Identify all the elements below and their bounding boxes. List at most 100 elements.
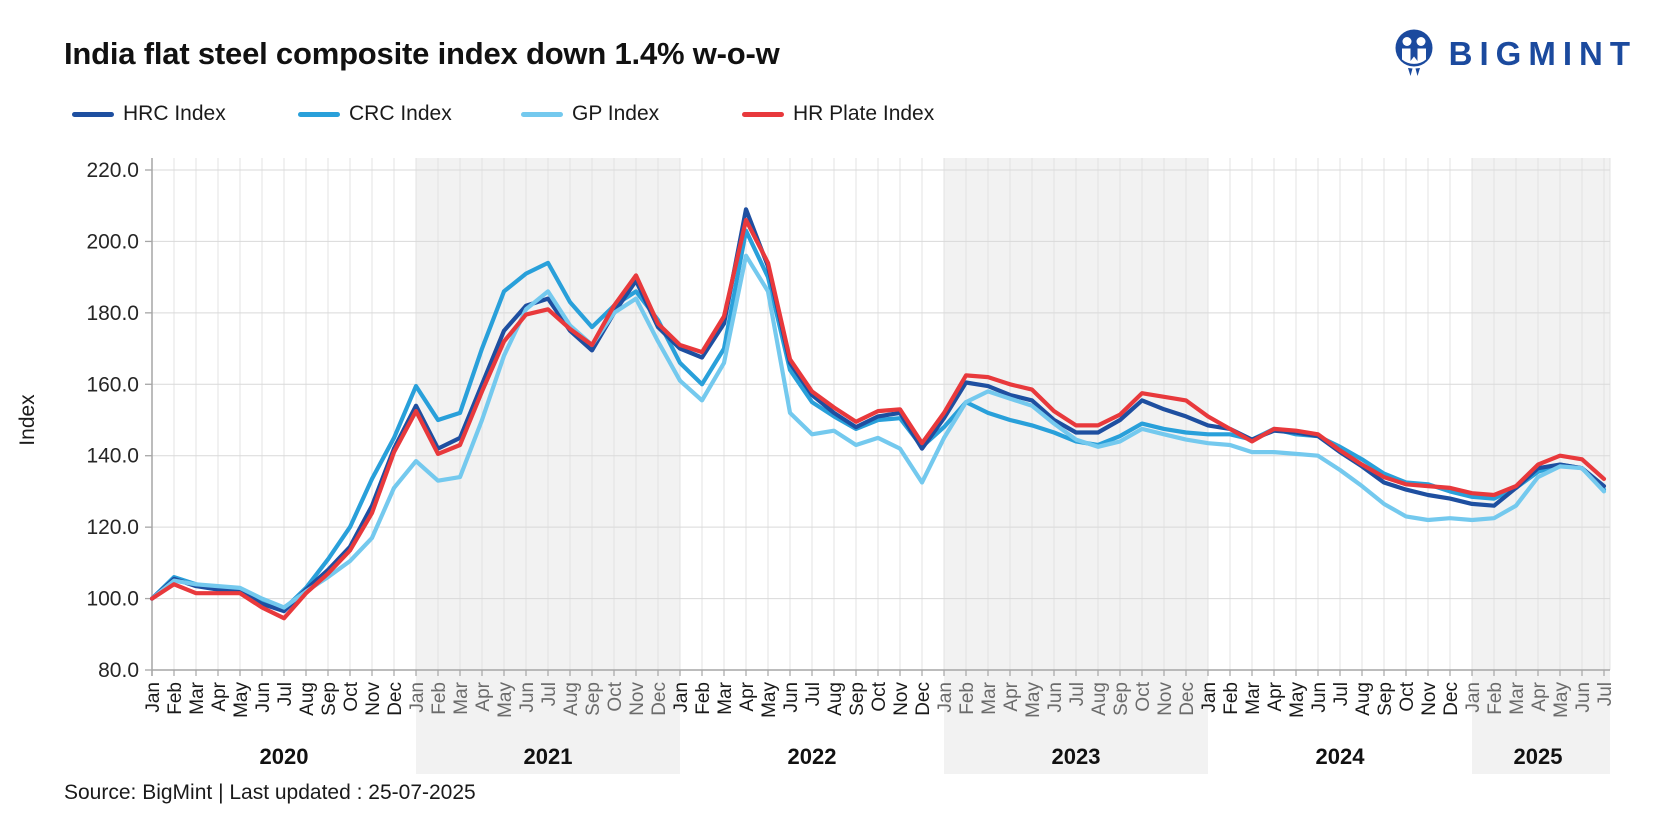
year-label-2022: 2022 xyxy=(788,744,837,769)
x-tick-month-label: Jan xyxy=(1199,682,1220,713)
y-tick-label: 220.0 xyxy=(86,159,139,182)
x-tick-month-label: Dec xyxy=(913,682,934,716)
x-tick-month-label: Mar xyxy=(715,681,736,714)
x-tick-month-label: Aug xyxy=(1353,682,1374,716)
series-line-gp-index xyxy=(149,253,1607,610)
x-tick-month-label: Jan xyxy=(935,682,956,713)
x-tick-month-label: Jun xyxy=(1573,682,1594,713)
x-tick-month-label: May xyxy=(495,682,516,718)
legend-item-hrc: HRC Index xyxy=(72,101,226,127)
x-tick-month-label: May xyxy=(231,682,252,718)
x-tick-month-label: Nov xyxy=(1155,682,1176,716)
series-line-crc-index xyxy=(149,228,1607,612)
x-tick-month-label: Aug xyxy=(297,682,318,716)
x-tick-month-label: May xyxy=(1551,682,1572,718)
y-axis-title: Index xyxy=(16,394,39,446)
x-tick-month-label: Feb xyxy=(165,682,186,715)
x-tick-month-label: Sep xyxy=(1111,682,1132,716)
x-tick-month-label: Dec xyxy=(1441,682,1462,716)
bigmint-logo-icon xyxy=(1389,26,1439,82)
x-tick-month-label: Apr xyxy=(473,681,494,711)
x-tick-month-label: Feb xyxy=(1485,682,1506,715)
hrc-line-swatch xyxy=(72,111,114,117)
x-tick-month-label: Aug xyxy=(561,682,582,716)
x-tick-month-label: Feb xyxy=(429,682,450,715)
x-tick-month-label: Jun xyxy=(517,682,538,713)
x-tick-month-label: Oct xyxy=(1397,681,1418,711)
source-note: Source: BigMint | Last updated : 25-07-2… xyxy=(64,781,476,804)
x-tick-month-label: Apr xyxy=(209,681,230,711)
x-tick-month-label: Oct xyxy=(1133,681,1154,711)
x-tick-month-label: Oct xyxy=(605,681,626,711)
x-tick-month-label: Oct xyxy=(341,681,362,711)
legend-item-hr-plate: HR Plate Index xyxy=(742,101,934,127)
legend-item-crc: CRC Index xyxy=(298,101,452,127)
x-tick-month-label: Dec xyxy=(649,682,670,716)
x-tick-month-label: Jul xyxy=(1331,682,1352,706)
chart-legend: HRC Index CRC Index GP Index HR Plate In… xyxy=(0,101,1657,127)
x-tick-month-label: Aug xyxy=(825,682,846,716)
legend-label-gp: GP Index xyxy=(572,102,660,125)
x-tick-month-label: Jul xyxy=(1595,682,1616,706)
x-tick-month-label: Feb xyxy=(693,682,714,715)
crc-line-swatch xyxy=(298,111,340,117)
y-tick-label: 140.0 xyxy=(86,445,139,468)
x-tick-month-label: Jul xyxy=(1067,682,1088,706)
x-tick-month-label: Jun xyxy=(1309,682,1330,713)
y-tick-label: 180.0 xyxy=(86,302,139,325)
x-tick-month-label: Apr xyxy=(1001,681,1022,711)
x-tick-month-label: Sep xyxy=(1375,682,1396,716)
x-tick-month-label: Jan xyxy=(407,682,428,713)
x-tick-month-label: Apr xyxy=(737,681,758,711)
year-label-2025: 2025 xyxy=(1514,744,1563,769)
x-tick-month-label: Nov xyxy=(627,682,648,716)
x-tick-month-label: Sep xyxy=(319,682,340,716)
legend-item-gp: GP Index xyxy=(521,101,659,127)
x-tick-month-label: Aug xyxy=(1089,682,1110,716)
hr-plate-line-swatch xyxy=(742,111,784,117)
x-tick-month-label: Mar xyxy=(187,681,208,714)
series-line-hr-plate-index xyxy=(149,217,1607,621)
x-tick-month-label: Apr xyxy=(1529,681,1550,711)
x-tick-month-label: Feb xyxy=(957,682,978,715)
x-tick-month-label: Jul xyxy=(275,682,296,706)
y-tick-label: 80.0 xyxy=(98,659,139,682)
x-tick-month-label: Sep xyxy=(847,682,868,716)
year-label-2021: 2021 xyxy=(524,744,573,769)
y-tick-label: 120.0 xyxy=(86,516,139,539)
x-tick-month-label: Mar xyxy=(451,681,472,714)
x-tick-month-label: Mar xyxy=(979,681,1000,714)
year-label-2023: 2023 xyxy=(1052,744,1101,769)
brand-wordmark: BIGMINT xyxy=(1448,35,1637,72)
x-tick-month-label: May xyxy=(759,682,780,718)
y-tick-label: 160.0 xyxy=(86,373,139,396)
x-tick-month-label: May xyxy=(1287,682,1308,718)
x-tick-month-label: Nov xyxy=(1419,682,1440,716)
x-tick-month-label: Jan xyxy=(143,682,164,713)
x-tick-month-label: Dec xyxy=(385,682,406,716)
x-tick-month-label: Jul xyxy=(803,682,824,706)
year-label-2024: 2024 xyxy=(1316,744,1366,769)
x-tick-month-label: Dec xyxy=(1177,682,1198,716)
page-title: India flat steel composite index down 1.… xyxy=(64,36,780,71)
x-tick-month-label: Apr xyxy=(1265,681,1286,711)
x-tick-month-label: Sep xyxy=(583,682,604,716)
x-tick-month-label: Oct xyxy=(869,681,890,711)
x-tick-month-label: Jul xyxy=(539,682,560,706)
x-tick-month-label: Jan xyxy=(671,682,692,713)
legend-label-crc: CRC Index xyxy=(349,102,452,125)
x-tick-month-label: Nov xyxy=(363,682,384,716)
x-tick-month-label: Jan xyxy=(1463,682,1484,713)
brand-logo: BIGMINT xyxy=(1389,26,1637,82)
x-tick-month-label: Jun xyxy=(1045,682,1066,713)
legend-label-hr-plate: HR Plate Index xyxy=(793,102,935,125)
x-tick-month-label: Mar xyxy=(1243,681,1264,714)
x-tick-month-label: Nov xyxy=(891,682,912,716)
x-tick-month-label: May xyxy=(1023,682,1044,718)
year-label-2020: 2020 xyxy=(260,744,309,769)
x-tick-month-label: Jun xyxy=(253,682,274,713)
gp-line-swatch xyxy=(521,111,563,117)
y-tick-label: 100.0 xyxy=(86,588,139,611)
